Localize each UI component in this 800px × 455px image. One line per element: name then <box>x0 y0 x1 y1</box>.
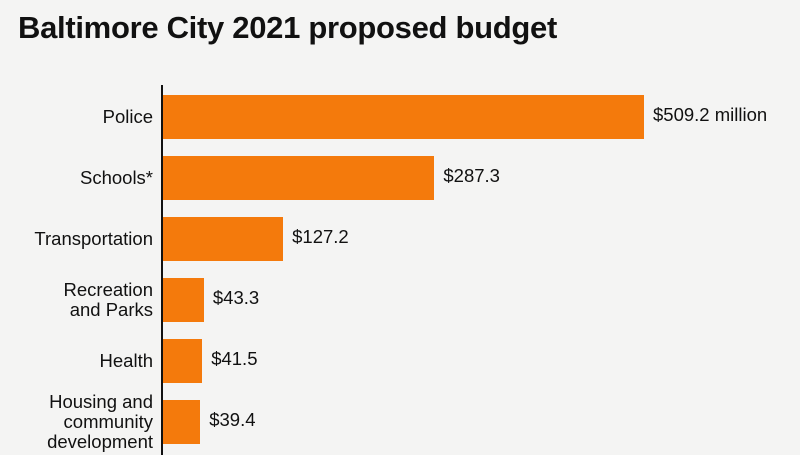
category-label: Transportation <box>34 228 153 249</box>
bar <box>163 400 201 444</box>
bar <box>163 278 204 322</box>
category-label: Police <box>102 106 153 127</box>
category-label: Health <box>99 350 153 371</box>
value-label: $127.2 <box>292 226 349 247</box>
value-label: $41.5 <box>211 348 258 369</box>
bar <box>163 339 203 383</box>
value-label: $39.4 <box>209 409 256 430</box>
y-axis-line <box>161 85 163 455</box>
chart-title: Baltimore City 2021 proposed budget <box>18 10 557 45</box>
category-label: Schools* <box>79 167 153 188</box>
category-label: Housing and community development <box>47 391 153 452</box>
category-label: Recreation and Parks <box>63 279 153 320</box>
bar <box>163 95 644 139</box>
bar <box>163 217 284 261</box>
value-label: $509.2 million <box>653 104 768 125</box>
value-label: $287.3 <box>443 165 500 186</box>
value-label: $43.3 <box>212 287 260 308</box>
bar <box>163 156 435 200</box>
